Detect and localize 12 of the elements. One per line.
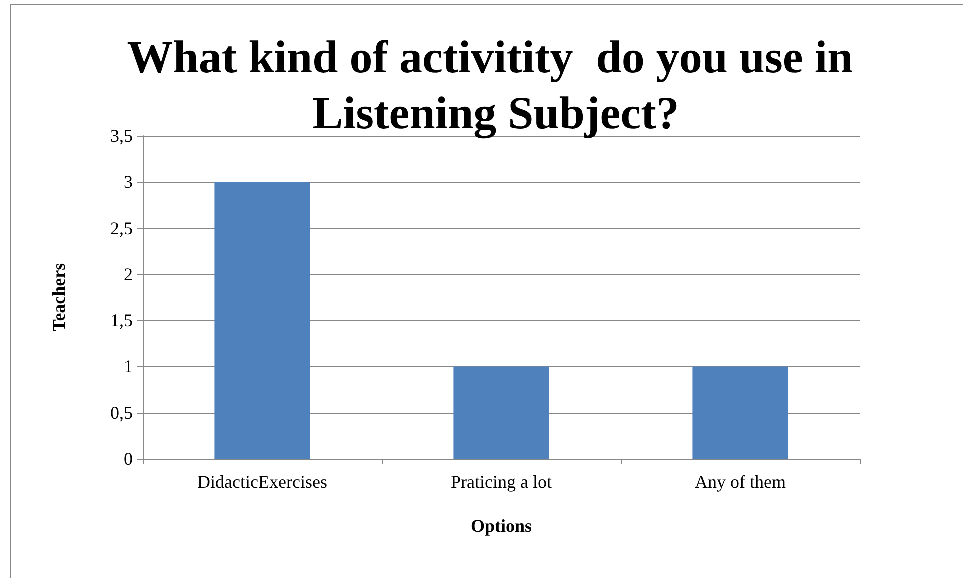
x-tick-label: Praticing a lot [451, 472, 552, 492]
y-tick-label: 0 [124, 449, 133, 469]
y-tick-label: 2,5 [110, 218, 133, 238]
x-tick-label: Any of them [695, 472, 786, 492]
y-tick-label: 3 [124, 172, 133, 192]
y-tick-label: 1 [124, 356, 133, 377]
y-tick-label: 0,5 [110, 402, 133, 423]
x-tick-label: DidacticExercises [198, 472, 328, 492]
y-axis-title: Teachers [49, 263, 69, 332]
y-tick-label: 2 [124, 264, 133, 284]
x-axis-title: Options [470, 516, 532, 536]
y-tick-label: 1,5 [110, 310, 133, 331]
